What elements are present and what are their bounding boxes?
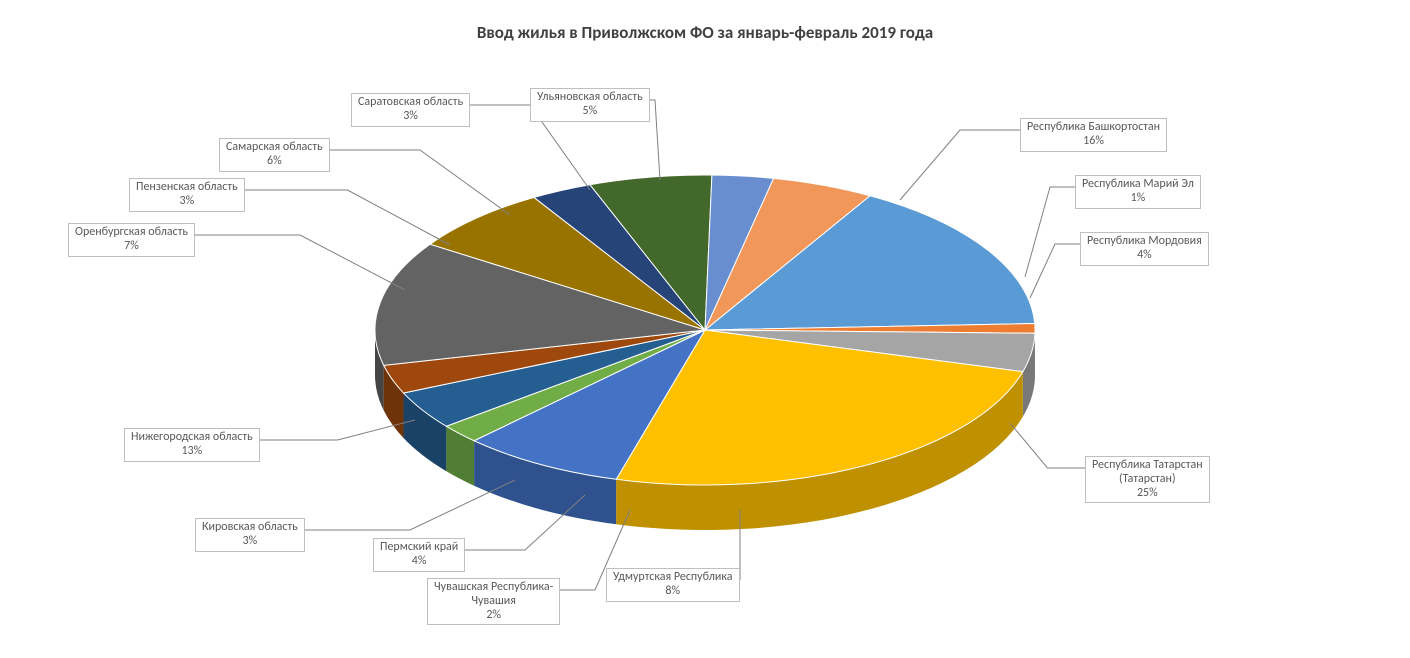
slice-label: Республика Татарстан(Татарстан)25% [1085,456,1210,503]
slice-label: Удмуртская Республика8% [606,568,740,602]
leader-line [330,150,510,215]
slice-label: Республика Мордовия4% [1080,232,1209,266]
slice-label: Саратовская область3% [351,93,470,127]
leader-line [1030,244,1080,298]
slice-label: Нижегородская область13% [124,428,260,462]
slice-label: Самарская область6% [219,138,330,172]
slice-label: Республика Башкортостан16% [1020,118,1167,152]
slice-label: Пензенская область3% [129,178,245,212]
leader-line [1010,423,1085,468]
leader-line [900,130,1020,200]
slice-label: Кировская область3% [195,518,305,552]
leader-line [1025,187,1075,277]
leader-line [245,190,450,245]
leader-line [650,100,660,180]
slice-label: Оренбургская область7% [68,223,195,257]
slice-label: Ульяновская область5% [530,88,650,122]
pie-chart-3d [0,0,1410,658]
slice-label: Пермский край4% [373,538,465,572]
leader-line [195,235,405,290]
slice-label: Республика Марий Эл1% [1075,175,1201,209]
slice-label: Чувашская Республика-Чувашия2% [427,578,560,625]
